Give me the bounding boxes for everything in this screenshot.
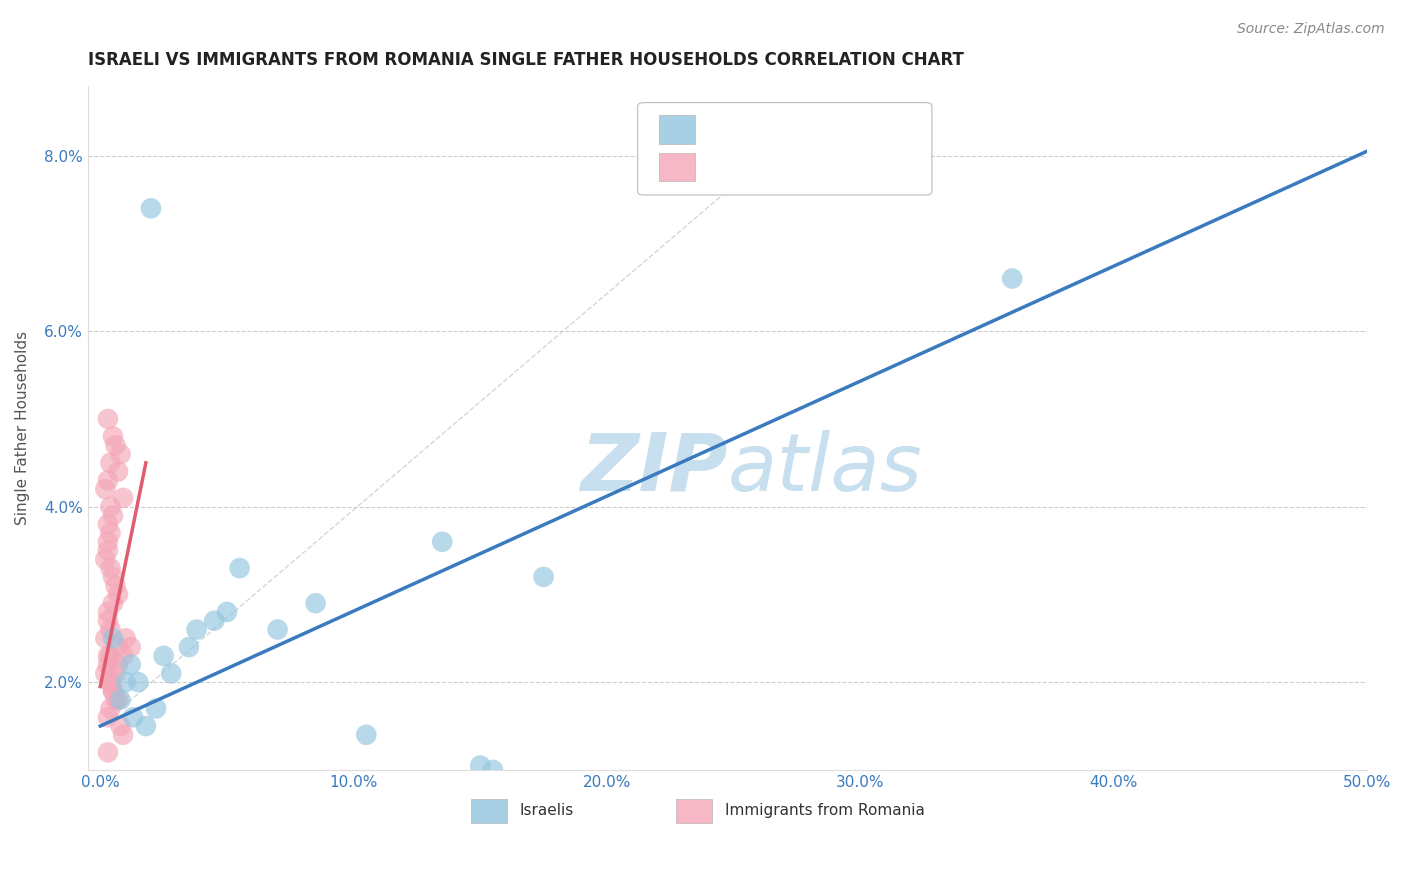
Point <box>107 587 129 601</box>
Text: Israelis: Israelis <box>520 804 574 819</box>
FancyBboxPatch shape <box>638 103 932 195</box>
Point <box>97 605 120 619</box>
Point <box>160 666 183 681</box>
Point <box>100 675 122 690</box>
Point <box>101 596 124 610</box>
Point <box>177 640 200 654</box>
Point <box>100 526 122 541</box>
Point <box>215 605 238 619</box>
Point <box>97 657 120 672</box>
Text: R = 0.675: R = 0.675 <box>710 122 787 136</box>
Point <box>127 675 149 690</box>
Point <box>122 710 145 724</box>
Point <box>97 745 120 759</box>
Point <box>97 710 120 724</box>
Point <box>266 623 288 637</box>
Point <box>100 456 122 470</box>
Point <box>100 561 122 575</box>
Point <box>94 482 117 496</box>
FancyBboxPatch shape <box>676 799 711 823</box>
Point <box>114 675 136 690</box>
Text: ISRAELI VS IMMIGRANTS FROM ROMANIA SINGLE FATHER HOUSEHOLDS CORRELATION CHART: ISRAELI VS IMMIGRANTS FROM ROMANIA SINGL… <box>87 51 963 69</box>
Point <box>202 614 225 628</box>
Point <box>354 728 377 742</box>
Point <box>482 763 505 777</box>
Point <box>101 684 124 698</box>
Point <box>110 447 132 461</box>
Point <box>107 692 129 706</box>
Point <box>304 596 326 610</box>
Point <box>104 579 127 593</box>
Text: N = 24: N = 24 <box>807 122 863 136</box>
FancyBboxPatch shape <box>659 153 695 181</box>
Point <box>533 570 555 584</box>
Point <box>186 623 208 637</box>
Point <box>104 692 127 706</box>
Point <box>228 561 250 575</box>
Point <box>97 412 120 426</box>
Point <box>104 438 127 452</box>
Point <box>104 666 127 681</box>
Point <box>97 517 120 532</box>
Point <box>432 534 454 549</box>
Point <box>112 491 135 505</box>
Point <box>100 675 122 690</box>
Point <box>101 508 124 523</box>
Text: ZIP: ZIP <box>579 430 727 508</box>
Point <box>1001 271 1024 285</box>
Point <box>97 614 120 628</box>
Point <box>114 632 136 646</box>
FancyBboxPatch shape <box>471 799 508 823</box>
Point <box>107 657 129 672</box>
Text: atlas: atlas <box>727 430 922 508</box>
Point <box>107 465 129 479</box>
Point <box>110 692 132 706</box>
Text: Immigrants from Romania: Immigrants from Romania <box>724 804 925 819</box>
Point <box>145 701 167 715</box>
Y-axis label: Single Father Households: Single Father Households <box>15 331 30 524</box>
Point <box>97 648 120 663</box>
Point <box>94 632 117 646</box>
Point <box>100 701 122 715</box>
Point <box>135 719 157 733</box>
Point <box>94 552 117 566</box>
Text: R = 0.384: R = 0.384 <box>710 160 787 175</box>
Point <box>152 648 174 663</box>
Point <box>97 474 120 488</box>
Text: Source: ZipAtlas.com: Source: ZipAtlas.com <box>1237 22 1385 37</box>
Point <box>100 623 122 637</box>
Point <box>94 666 117 681</box>
Point <box>112 728 135 742</box>
Point <box>100 648 122 663</box>
Point <box>139 202 162 216</box>
Point <box>110 719 132 733</box>
Point <box>107 640 129 654</box>
Point <box>470 758 492 772</box>
Point <box>101 429 124 443</box>
Point <box>101 684 124 698</box>
Point <box>101 632 124 646</box>
Point <box>120 657 142 672</box>
Point <box>97 543 120 558</box>
Text: N = 46: N = 46 <box>807 160 863 175</box>
Point <box>97 534 120 549</box>
Point <box>112 648 135 663</box>
Point <box>100 500 122 514</box>
FancyBboxPatch shape <box>659 115 695 144</box>
Point <box>101 570 124 584</box>
Point <box>120 640 142 654</box>
